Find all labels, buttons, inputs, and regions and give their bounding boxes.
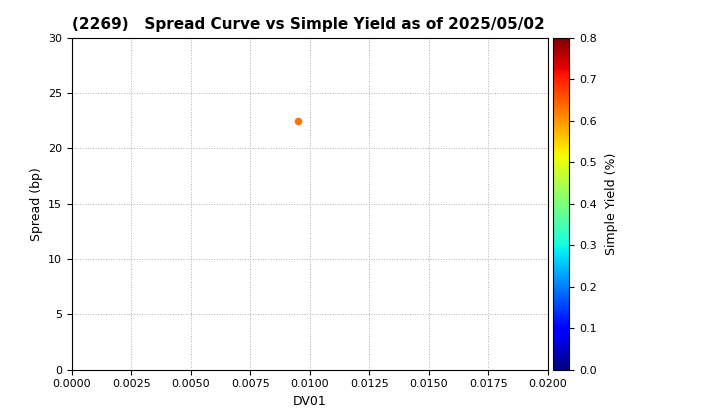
Point (292, 117, 304, 124)
Text: (2269)   Spread Curve vs Simple Yield as of 2025/05/02: (2269) Spread Curve vs Simple Yield as o… (72, 18, 545, 32)
Y-axis label: Simple Yield (%): Simple Yield (%) (606, 152, 618, 255)
Y-axis label: Spread (bp): Spread (bp) (30, 167, 42, 241)
X-axis label: DV01: DV01 (293, 395, 327, 408)
